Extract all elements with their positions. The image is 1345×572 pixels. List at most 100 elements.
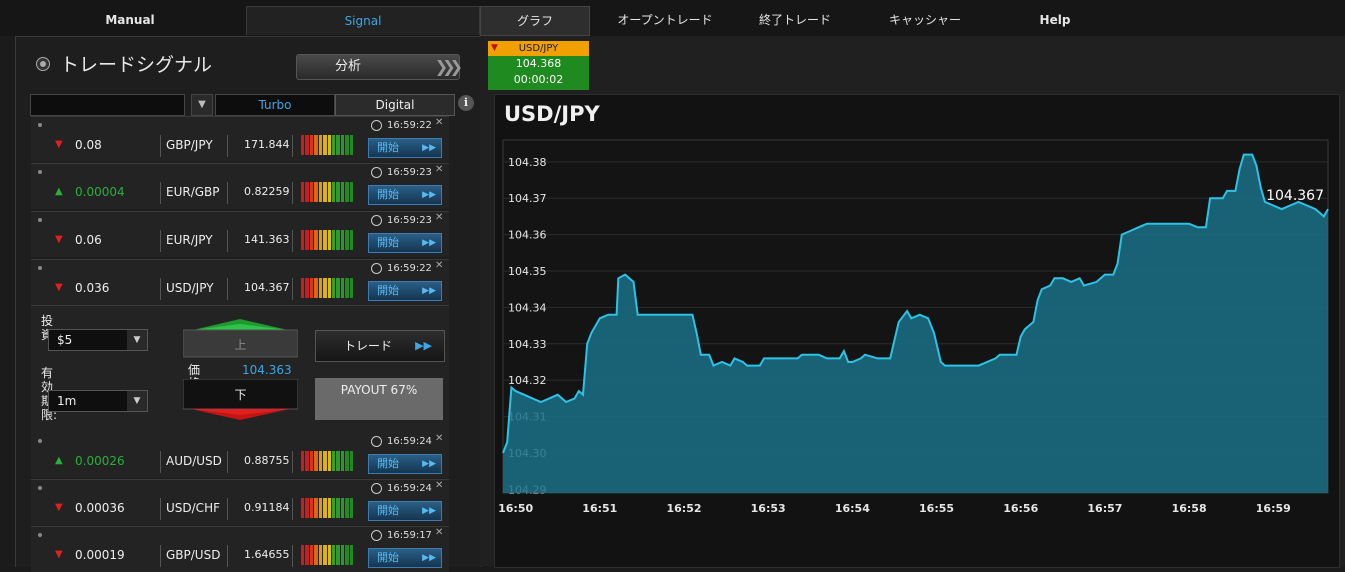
divider — [292, 278, 293, 300]
signal-row[interactable]: 16:59:17 ✕ ▼ 0.00019 GBP/USD 1.64655 開始 ▶▶ — [31, 526, 449, 572]
tab-signal[interactable]: Signal — [246, 6, 480, 35]
radio-icon[interactable] — [36, 57, 50, 71]
divider — [227, 545, 228, 567]
y-tick-label: 104.32 — [508, 374, 547, 387]
signal-change: 0.036 — [75, 281, 110, 295]
signal-time: 16:59:23 — [387, 167, 432, 178]
tab-closed-trades[interactable]: 終了トレード — [758, 13, 831, 27]
start-button[interactable]: 開始 ▶▶ — [368, 281, 442, 301]
filter-turbo[interactable]: Turbo — [215, 94, 335, 116]
close-icon[interactable]: ✕ — [435, 117, 444, 128]
clock-icon — [371, 530, 382, 541]
ticker-price: 104.368 — [515, 57, 562, 70]
signal-time: 16:59:22 — [387, 120, 432, 131]
chevron-down-icon: ▼ — [127, 330, 147, 350]
tab-graph[interactable]: グラフ — [480, 6, 590, 36]
close-icon[interactable]: ✕ — [435, 433, 444, 444]
close-icon[interactable]: ✕ — [435, 527, 444, 538]
invest-amount-select[interactable]: $5 ▼ — [48, 329, 148, 351]
close-icon[interactable]: ✕ — [435, 260, 444, 271]
signal-change: 0.00019 — [75, 548, 125, 562]
filter-bar: ▼ Turbo Digital i — [30, 94, 474, 116]
divider — [292, 230, 293, 252]
x-tick-label: 16:56 — [1003, 502, 1038, 515]
signal-time: 16:59:24 — [387, 483, 432, 494]
close-icon[interactable]: ✕ — [435, 164, 444, 175]
start-button[interactable]: 開始 ▶▶ — [368, 138, 442, 158]
start-button[interactable]: 開始 ▶▶ — [368, 233, 442, 253]
start-button[interactable]: 開始 ▶▶ — [368, 501, 442, 521]
asset-filter-select[interactable] — [30, 94, 185, 116]
start-button-label: 開始 — [377, 141, 399, 154]
status-dot — [38, 123, 42, 127]
down-arrow-icon: ▼ — [55, 234, 63, 245]
close-icon[interactable]: ✕ — [435, 480, 444, 491]
divider — [160, 230, 161, 252]
x-tick-label: 16:50 — [498, 502, 533, 515]
signal-row[interactable]: 16:59:24 ✕ ▼ 0.00036 USD/CHF 0.91184 開始 ▶▶ — [31, 479, 449, 525]
signal-time: 16:59:24 — [387, 436, 432, 447]
signal-price: 141.363 — [244, 233, 290, 246]
price-label-1: 価 — [188, 363, 201, 377]
chevron-down-icon: ▼ — [127, 391, 147, 411]
fast-forward-icon: ▶▶ — [422, 506, 436, 516]
invest-amount-value: $5 — [57, 333, 73, 347]
down-button[interactable]: 下 — [183, 379, 298, 421]
signal-pair: GBP/USD — [166, 548, 221, 562]
divider — [292, 498, 293, 520]
down-arrow-icon: ▼ — [55, 549, 63, 560]
info-icon[interactable]: i — [458, 95, 474, 111]
strength-meter — [301, 278, 354, 298]
start-button-label: 開始 — [377, 188, 399, 201]
status-dot — [38, 533, 42, 537]
down-arrow-icon: ▼ — [55, 139, 63, 150]
y-tick-label: 104.35 — [508, 265, 547, 278]
filter-digital[interactable]: Digital — [335, 94, 455, 116]
fast-forward-icon: ▶▶ — [422, 190, 436, 200]
down-arrow-icon: ▼ — [491, 43, 498, 53]
start-button[interactable]: 開始 ▶▶ — [368, 454, 442, 474]
start-button[interactable]: 開始 ▶▶ — [368, 185, 442, 205]
fast-forward-icon: ▶▶ — [422, 286, 436, 296]
signal-pair: USD/CHF — [166, 501, 220, 515]
clock-icon — [371, 483, 382, 494]
chevron-down-icon[interactable]: ▼ — [191, 94, 213, 116]
trade-button[interactable]: トレード ▶▶ — [315, 330, 445, 362]
start-button-label: 開始 — [377, 504, 399, 517]
down-arrow-icon: ▼ — [55, 282, 63, 293]
tab-cashier[interactable]: キャッシャー — [888, 13, 961, 27]
status-dot — [38, 266, 42, 270]
signal-change: 0.00026 — [75, 454, 125, 468]
expiry-select[interactable]: 1m ▼ — [48, 390, 148, 412]
divider — [160, 135, 161, 157]
signal-change: 0.06 — [75, 233, 102, 247]
analysis-button[interactable]: 分析 ❯❯❯ — [296, 54, 463, 80]
signal-row[interactable]: 16:59:22 ✕ ▼ 0.08 GBP/JPY 171.844 開始 ▶▶ — [31, 116, 449, 162]
signal-pair: AUD/USD — [166, 454, 222, 468]
price-chart[interactable]: 104.29104.30104.31104.32104.33104.34104.… — [494, 94, 1338, 566]
close-icon[interactable]: ✕ — [435, 212, 444, 223]
up-button[interactable]: 上 — [183, 318, 298, 358]
ticker-pair-label: USD/JPY — [518, 43, 559, 54]
signal-change: 0.00004 — [75, 185, 125, 199]
signal-change: 0.00036 — [75, 501, 125, 515]
up-arrow-icon: ▲ — [55, 455, 63, 466]
signal-price: 0.88755 — [244, 454, 290, 467]
signal-row[interactable]: 16:59:23 ✕ ▼ 0.06 EUR/JPY 141.363 開始 ▶▶ — [31, 211, 449, 257]
ticker-widget[interactable]: ▼ USD/JPY 104.368 00:00:02 — [488, 41, 589, 90]
divider — [160, 451, 161, 473]
y-tick-label: 104.36 — [508, 229, 547, 242]
clock-icon — [371, 167, 382, 178]
fast-forward-icon: ▶▶ — [422, 238, 436, 248]
clock-icon — [371, 263, 382, 274]
signal-row[interactable]: 16:59:22 ✕ ▼ 0.036 USD/JPY 104.367 開始 ▶▶ — [31, 259, 449, 305]
tab-help[interactable]: Help — [1039, 13, 1071, 27]
start-button-label: 開始 — [377, 457, 399, 470]
start-button[interactable]: 開始 ▶▶ — [368, 548, 442, 568]
divider — [160, 545, 161, 567]
signal-row[interactable]: 16:59:24 ✕ ▲ 0.00026 AUD/USD 0.88755 開始 ▶▶ — [31, 432, 449, 478]
tab-manual[interactable]: Manual — [105, 13, 155, 27]
signal-row[interactable]: 16:59:23 ✕ ▲ 0.00004 EUR/GBP 0.82259 開始 ▶▶ — [31, 163, 449, 209]
y-tick-label: 104.38 — [508, 156, 547, 169]
tab-open-trades[interactable]: オープントレード — [617, 13, 713, 27]
